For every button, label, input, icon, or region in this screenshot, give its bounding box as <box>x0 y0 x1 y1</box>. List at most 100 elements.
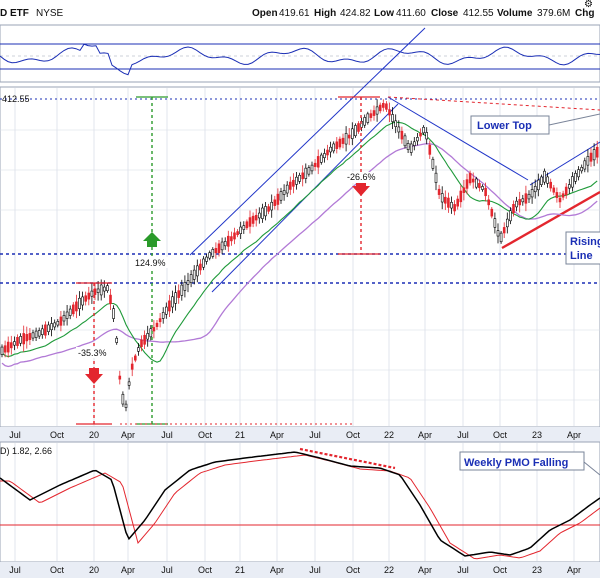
candle <box>34 330 38 338</box>
close-value: 412.55 <box>463 8 494 19</box>
candle <box>239 226 242 234</box>
decline-2020-label: -35.3% <box>78 348 107 358</box>
candle <box>84 295 87 302</box>
candle <box>47 324 50 333</box>
close-label: Close <box>431 8 459 19</box>
candle <box>155 322 159 328</box>
rising-line-callout: Rising Line <box>565 231 600 265</box>
x-tick-label: Jul <box>161 565 173 575</box>
candle <box>214 248 218 254</box>
candle <box>78 297 81 309</box>
candle <box>53 322 57 328</box>
x-tick-label: Jul <box>161 430 173 440</box>
pmo-divergence-line <box>299 447 396 470</box>
candle <box>372 110 376 116</box>
pmo-signal-line <box>0 454 600 560</box>
x-tick-label: Oct <box>346 430 361 440</box>
candle <box>564 186 568 196</box>
candle <box>344 133 348 145</box>
x-tick-label: Jul <box>457 430 469 440</box>
candle <box>419 132 422 137</box>
up-arrow-icon <box>143 232 161 247</box>
candle <box>431 158 435 169</box>
low-value: 411.60 <box>396 8 426 19</box>
pmo-panel: D) 1.82, 2.66 Weekly PMO Falling <box>0 441 600 563</box>
settings-icon[interactable]: ⚙ <box>584 0 593 10</box>
candle <box>134 355 137 361</box>
x-tick-label: Oct <box>50 565 65 575</box>
candle <box>16 337 19 346</box>
candle <box>65 311 69 319</box>
candle <box>103 286 106 292</box>
ma-fast-line <box>1 121 598 363</box>
candle <box>273 199 277 206</box>
x-tick-label: 22 <box>384 565 394 575</box>
candle <box>227 235 230 247</box>
candle <box>264 206 267 217</box>
volume-label: Volume <box>497 8 533 19</box>
candle <box>112 308 115 319</box>
rising-support-line <box>501 190 600 250</box>
candle <box>583 160 587 170</box>
candle <box>549 181 553 189</box>
candle <box>254 214 258 221</box>
candle <box>236 231 239 236</box>
downtrend-line <box>387 96 529 181</box>
candle <box>137 347 140 352</box>
candle <box>192 269 196 280</box>
candle <box>59 316 63 326</box>
x-tick-label: Apr <box>121 430 135 440</box>
candle <box>161 312 165 319</box>
candle <box>31 332 35 339</box>
candle <box>81 296 84 306</box>
candle <box>118 375 122 380</box>
candle <box>285 184 289 194</box>
candle <box>465 179 469 189</box>
rising-line-label-2: Line <box>570 250 593 262</box>
candle <box>493 218 497 228</box>
x-tick-label: Jul <box>9 565 21 575</box>
candle <box>13 341 16 346</box>
trend-channel-upper <box>189 27 426 256</box>
candle <box>434 172 438 183</box>
candle <box>115 337 118 343</box>
candle <box>56 321 60 326</box>
open-label: Open <box>252 8 278 19</box>
candle <box>130 363 134 370</box>
candle <box>152 327 156 332</box>
candle <box>437 188 441 195</box>
candle <box>301 172 305 180</box>
candle <box>375 106 379 115</box>
ticker-label: D ETF <box>0 8 29 19</box>
candle <box>409 143 413 153</box>
candle <box>251 215 255 224</box>
candle <box>124 403 128 408</box>
candle <box>422 126 425 134</box>
candle <box>183 282 187 291</box>
candle <box>456 198 460 207</box>
chart-header: D ETF NYSE Open 419.61 High 424.82 Low 4… <box>0 0 594 19</box>
candle <box>481 186 484 190</box>
decline-2022-label: -26.6% <box>347 172 376 182</box>
candle <box>75 301 78 312</box>
candle <box>146 333 149 340</box>
candle <box>307 167 311 175</box>
candle <box>68 308 72 316</box>
lower-top-callout: Lower Top <box>470 113 600 135</box>
candle <box>521 198 525 203</box>
candle <box>589 152 593 162</box>
candle <box>595 146 599 158</box>
down-arrow-icon <box>352 180 370 196</box>
candle <box>484 187 487 197</box>
candle <box>416 137 419 142</box>
candle <box>533 186 537 193</box>
candle <box>447 197 450 208</box>
volume-value: 379.6M <box>537 8 570 19</box>
candle <box>496 230 500 237</box>
candle <box>6 341 10 353</box>
lower-top-line <box>387 96 600 111</box>
candle <box>512 204 515 213</box>
decline-2022-marker: -26.6% <box>338 96 380 255</box>
candle <box>499 232 503 243</box>
